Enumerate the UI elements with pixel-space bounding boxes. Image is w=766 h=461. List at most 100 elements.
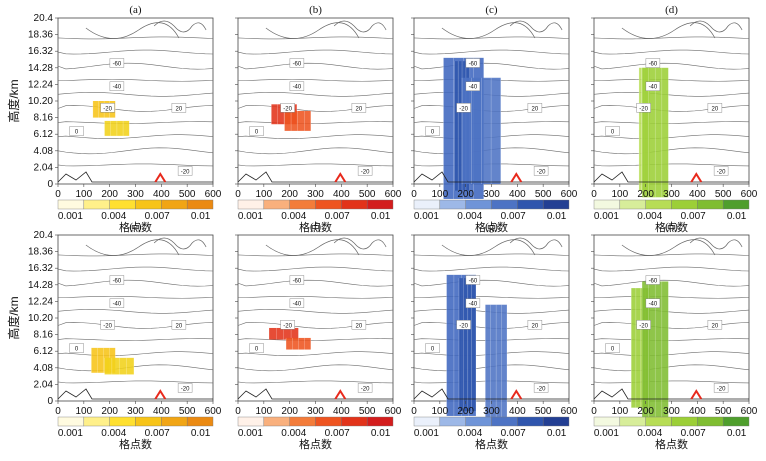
contour-label: -40 xyxy=(113,302,122,308)
terrain-marker xyxy=(334,389,347,400)
upper-cloud-contour xyxy=(333,237,387,250)
contour-line xyxy=(593,121,750,124)
colorbar-tick-label: 0.004 xyxy=(101,428,126,439)
panel-7: (g)-60-40-20 200-200 100 200 300 400 500 6000.0… xyxy=(411,221,578,451)
contour-label-box xyxy=(357,383,373,393)
x-tick-label: 500 xyxy=(535,189,552,200)
upper-cloud-contour xyxy=(85,22,180,39)
x-tick-label: 0 xyxy=(411,189,417,200)
contour-label-box xyxy=(533,383,549,393)
terrain-marker xyxy=(154,172,167,183)
colorbar-tick-label: 0.001 xyxy=(58,428,83,439)
contour-line xyxy=(237,49,394,55)
contour-label: -20 xyxy=(283,323,292,329)
contour-label-box xyxy=(645,58,661,68)
panel-label: (f) xyxy=(310,221,321,233)
contour-line xyxy=(57,364,214,372)
contour-label-box xyxy=(465,81,481,91)
colorbar-segment xyxy=(263,199,290,210)
contour-label-box xyxy=(465,58,481,68)
contour-label: -20 xyxy=(283,106,292,112)
terrain-profile xyxy=(57,171,213,183)
colorbar-segment xyxy=(465,199,492,210)
x-tick-label: 500 xyxy=(535,406,552,417)
x-tick-label: 0 xyxy=(591,189,597,200)
upper-cloud-contour xyxy=(621,22,716,39)
x-tick-label: 200 xyxy=(281,406,298,417)
x-tick-label: 100 xyxy=(255,406,272,417)
contour-label: -20 xyxy=(361,169,370,175)
contour-label-box xyxy=(713,383,729,393)
contour-line xyxy=(57,309,214,314)
contour-label: 0 xyxy=(75,347,79,353)
x-tick-label: 500 xyxy=(715,189,732,200)
contour-label: -20 xyxy=(537,169,546,175)
contour-line xyxy=(413,279,570,287)
terrain-profile xyxy=(237,171,393,183)
colorbar-tick-label: 0.007 xyxy=(681,211,706,222)
x-tick-label: 600 xyxy=(741,189,758,200)
contour-label-box xyxy=(69,343,84,353)
y-tick-label: 20.4 xyxy=(34,230,54,241)
contour-line xyxy=(237,380,394,384)
x-axis-label: 格点数 xyxy=(655,220,688,234)
y-tick-label: 10.20 xyxy=(28,313,53,324)
colorbar-tick-label: 0.001 xyxy=(594,211,619,222)
contour-label-box xyxy=(425,343,440,353)
contour-label-box xyxy=(249,126,264,136)
contour-label: -60 xyxy=(649,61,658,67)
x-tick-label: 100 xyxy=(75,406,92,417)
x-tick-label: 500 xyxy=(715,406,732,417)
colorbar-segment xyxy=(542,199,570,210)
colorbar-segment xyxy=(315,416,342,427)
contour-line xyxy=(413,253,570,257)
x-tick-label: 600 xyxy=(205,189,222,200)
data-fill xyxy=(462,77,501,184)
colorbar-tick-label: 0.007 xyxy=(501,428,526,439)
contour-line xyxy=(57,322,214,329)
colorbar-segment xyxy=(491,199,518,210)
contour-line xyxy=(57,351,214,356)
colorbar-segment xyxy=(465,416,492,427)
terrain-profile xyxy=(413,171,569,183)
terrain-marker xyxy=(154,389,167,400)
x-axis-label: 格点数 xyxy=(119,437,152,451)
colorbar-tick-label: 0.007 xyxy=(501,211,526,222)
upper-cloud-contour xyxy=(509,237,563,250)
colorbar-segment xyxy=(341,416,368,427)
upper-cloud-contour xyxy=(441,239,536,256)
colorbar-tick-label: 0.01 xyxy=(191,211,211,222)
colorbar-segment xyxy=(57,416,85,427)
y-tick-label: 14.28 xyxy=(28,280,53,291)
contour-label: -20 xyxy=(537,386,546,392)
x-tick-label: 300 xyxy=(127,189,144,200)
x-tick-label: 400 xyxy=(689,406,706,417)
upper-cloud-contour xyxy=(265,239,360,256)
colorbar-tick-label: 0.01 xyxy=(727,428,747,439)
x-axis-label: 格点数 xyxy=(475,437,508,451)
colorbar-segment xyxy=(289,199,316,210)
terrain-profile xyxy=(593,171,749,183)
colorbar-segment xyxy=(697,199,724,210)
contour-line xyxy=(237,92,394,97)
contour-label: -20 xyxy=(639,323,648,329)
colorbar-tick-label: 0.01 xyxy=(371,428,391,439)
x-tick-label: 0 xyxy=(235,189,241,200)
x-axis-label: 格点数 xyxy=(299,437,332,451)
colorbar-tick-label: 0.001 xyxy=(414,211,439,222)
colorbar-segment xyxy=(109,416,136,427)
contour-line xyxy=(593,147,750,155)
colorbar-segment xyxy=(722,199,750,210)
terrain-profile xyxy=(57,388,213,400)
contour-line xyxy=(237,36,394,40)
colorbar-tick-label: 0.004 xyxy=(281,211,306,222)
colorbar-tick-label: 0.007 xyxy=(325,211,350,222)
contour-label: 0 xyxy=(611,130,615,136)
colorbar-tick-label: 0.001 xyxy=(238,211,263,222)
contour-label-box xyxy=(69,126,84,136)
contour-label: 20 xyxy=(356,323,363,329)
x-tick-label: 500 xyxy=(359,406,376,417)
contour-line xyxy=(237,295,394,299)
y-axis-label: 高度/km xyxy=(6,296,21,339)
contour-label: -20 xyxy=(639,106,648,112)
